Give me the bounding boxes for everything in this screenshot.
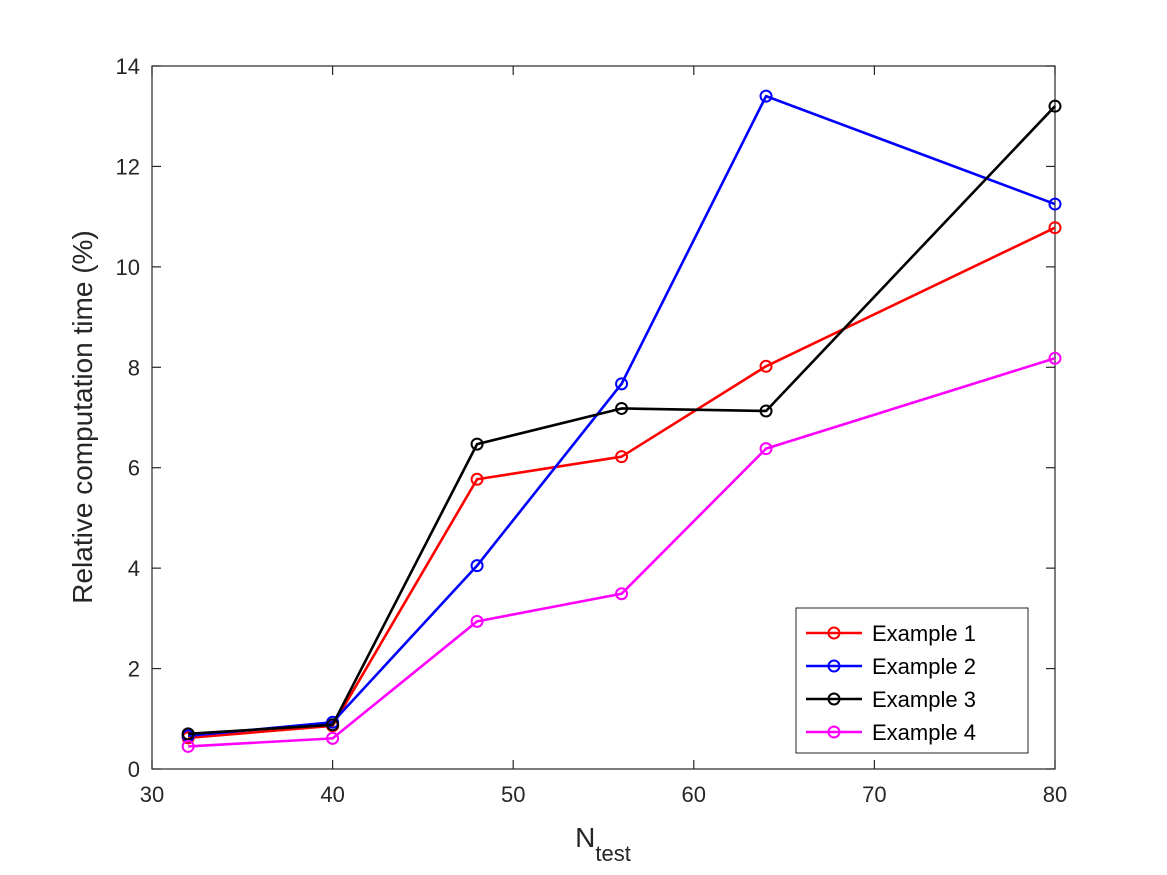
legend-label: Example 4 xyxy=(872,720,976,745)
data-point xyxy=(326,718,340,732)
data-point xyxy=(181,727,195,741)
y-tick-label: 2 xyxy=(128,657,140,682)
legend-label: Example 3 xyxy=(872,687,976,712)
data-point xyxy=(615,377,629,391)
x-axis-ticks: 30 40 50 60 70 80 xyxy=(140,66,1067,807)
data-point xyxy=(759,89,773,103)
y-tick-label: 8 xyxy=(128,355,140,380)
y-tick-label: 0 xyxy=(128,757,140,782)
series-line xyxy=(187,94,1056,738)
data-point xyxy=(615,450,629,464)
data-point xyxy=(470,614,484,628)
data-point xyxy=(470,559,484,573)
y-tick-label: 10 xyxy=(116,255,140,280)
x-tick-label: 70 xyxy=(862,782,886,807)
data-point xyxy=(1048,351,1062,365)
series-line xyxy=(188,226,1056,740)
x-axis-label: Ntest xyxy=(575,822,631,866)
legend-marker xyxy=(827,692,841,706)
x-tick-label: 40 xyxy=(320,782,344,807)
y-tick-label: 4 xyxy=(128,556,140,581)
data-point xyxy=(1048,221,1062,235)
legend: Example 1 Example 2 Example 3 Example 4 xyxy=(795,607,1029,754)
legend-label: Example 1 xyxy=(872,621,976,646)
data-point xyxy=(1048,99,1062,113)
y-axis-ticks: 0 2 4 6 8 10 12 14 xyxy=(116,54,1055,782)
y-tick-label: 12 xyxy=(116,154,140,179)
series-layer xyxy=(181,89,1062,753)
legend-marker xyxy=(827,659,841,673)
y-tick-label: 14 xyxy=(116,54,140,79)
series-line xyxy=(188,105,1056,736)
x-axis-label-subscript: test xyxy=(595,841,630,866)
data-point xyxy=(759,404,773,418)
series-3 xyxy=(181,99,1062,741)
data-point xyxy=(759,442,773,456)
legend-item: Example 3 xyxy=(806,687,976,712)
x-tick-label: 30 xyxy=(140,782,164,807)
legend-item: Example 1 xyxy=(806,621,976,646)
data-point xyxy=(326,731,340,745)
legend-marker xyxy=(827,725,841,739)
data-point xyxy=(759,359,773,373)
series-4 xyxy=(181,351,1062,753)
data-point xyxy=(470,472,484,486)
x-axis-label-main: N xyxy=(575,822,595,853)
data-point xyxy=(615,401,629,415)
x-tick-label: 80 xyxy=(1043,782,1067,807)
y-axis-label: Relative computation time (%) xyxy=(67,230,98,603)
legend-item: Example 4 xyxy=(806,720,976,745)
data-point xyxy=(615,587,629,601)
legend-marker xyxy=(827,626,841,640)
data-point xyxy=(1048,197,1062,211)
series-line xyxy=(188,357,1056,748)
legend-item: Example 2 xyxy=(806,654,976,679)
x-tick-label: 60 xyxy=(682,782,706,807)
x-tick-label: 50 xyxy=(501,782,525,807)
data-point xyxy=(470,437,484,451)
y-tick-label: 6 xyxy=(128,456,140,481)
legend-label: Example 2 xyxy=(872,654,976,679)
data-point xyxy=(181,739,195,753)
